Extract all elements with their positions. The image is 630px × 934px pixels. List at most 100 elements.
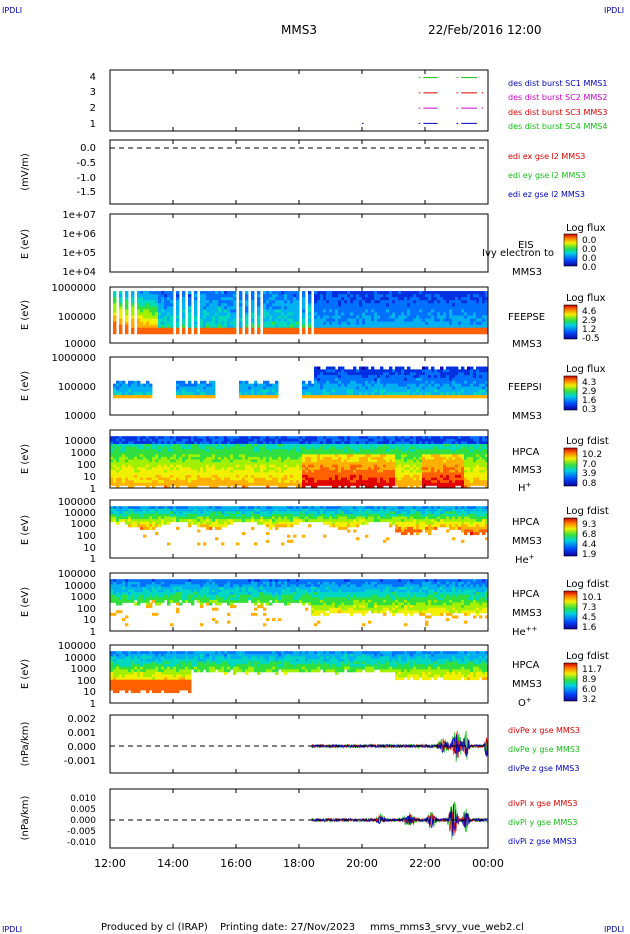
spectrogram-cell	[143, 324, 147, 329]
spectrogram-cell	[431, 469, 435, 473]
spectrogram-cell	[116, 516, 120, 520]
spectrogram-cell	[227, 482, 231, 486]
spectrogram-cell	[128, 438, 132, 442]
spectrogram-cell	[227, 480, 231, 484]
spectrogram-cell	[356, 464, 360, 468]
spectrogram-cell	[446, 480, 450, 484]
spectrogram-cell	[338, 321, 342, 326]
spectrogram-cell	[449, 438, 453, 442]
spectrogram-cell	[416, 485, 420, 489]
spectrogram-cell	[404, 380, 408, 385]
spectrogram-cell	[245, 389, 249, 393]
spectrogram-cell	[338, 462, 342, 466]
spectrogram-cell	[302, 309, 306, 313]
spectrogram-cell	[389, 330, 393, 335]
colorbar-tick: 0.0	[582, 254, 597, 264]
spectrogram-cell	[218, 306, 222, 310]
corner-label-bottom-right: IPDLI	[604, 925, 624, 934]
spectrogram-cell	[200, 467, 204, 471]
spectrogram-cell	[281, 480, 285, 484]
spectrogram-cell	[302, 389, 306, 393]
spectrogram-cell	[191, 454, 195, 458]
spectrogram-cell	[227, 469, 231, 473]
spectrogram-cell	[140, 330, 144, 335]
spectrogram-cell	[377, 300, 381, 304]
spectrogram-cell	[137, 300, 141, 304]
spectrogram-cell	[185, 469, 189, 473]
spectrogram-cell	[332, 330, 336, 335]
spectrogram-cell	[218, 469, 222, 473]
spectrogram-cell	[293, 309, 297, 313]
spectrogram-cell	[419, 438, 423, 442]
spectrogram-cell	[383, 294, 387, 298]
spectrogram-cell	[218, 449, 222, 453]
spectrogram-cell	[137, 315, 141, 319]
spectrogram-cell	[188, 451, 192, 455]
spectrogram-cell	[209, 436, 213, 440]
spectrogram-cell	[437, 377, 441, 382]
spectrogram-cell	[269, 449, 273, 453]
spectrogram-cell	[233, 454, 237, 458]
spectrogram-cell	[149, 449, 153, 453]
spectrogram-cell	[179, 456, 183, 460]
spectrogram-cell	[119, 472, 123, 476]
spectrogram-cell	[290, 318, 294, 323]
spectrogram-cell	[155, 327, 159, 332]
spectrogram-cell	[206, 456, 210, 460]
spectrogram-cell	[365, 372, 369, 376]
spectrogram-cell	[167, 443, 171, 447]
spectrogram-cell	[467, 438, 471, 442]
spectrogram-cell	[416, 475, 420, 479]
spectrogram-cell	[314, 297, 318, 301]
spectrogram-cell	[182, 321, 186, 326]
spectrogram-cell	[176, 464, 180, 468]
spectrogram-cell	[242, 392, 246, 396]
spectrogram-cell	[179, 392, 183, 396]
spectrogram-cell	[131, 315, 135, 319]
spectrogram-cell	[341, 441, 345, 445]
spectrogram-cell	[422, 324, 426, 329]
spectrogram-cell	[209, 472, 213, 476]
spectrogram-cell	[413, 380, 417, 385]
spectrogram-cell	[476, 472, 480, 476]
spectrogram-cell	[155, 454, 159, 458]
spectrogram-cell	[380, 372, 384, 376]
spectrogram-cell	[338, 456, 342, 460]
spectrogram-cell	[263, 380, 267, 385]
spectrogram-cell	[209, 449, 213, 453]
spectrogram-cell	[335, 315, 339, 319]
spectrogram-cell	[389, 459, 393, 463]
spectrogram-cell	[212, 451, 216, 455]
spectrogram-cell	[380, 300, 384, 304]
spectrogram-cell	[194, 383, 198, 387]
spectrogram-cell	[209, 324, 213, 329]
spectrogram-cell	[245, 291, 249, 295]
spectrogram-cell	[404, 327, 408, 332]
spectrogram-cell	[362, 327, 366, 332]
spectrogram-cell	[344, 377, 348, 382]
spectrogram-cell	[416, 306, 420, 310]
spectrogram-cell	[422, 380, 426, 385]
spectrogram-cell	[188, 383, 192, 387]
spectrogram-cell	[146, 467, 150, 471]
spectrogram-cell	[284, 454, 288, 458]
spectrogram-cell	[230, 456, 234, 460]
spectrogram-cell	[392, 330, 396, 335]
spectrogram-cell	[308, 383, 312, 387]
spectrogram-cell	[482, 477, 486, 481]
spectrogram-cell	[263, 469, 267, 473]
spectrogram-cell	[317, 318, 321, 323]
spectrogram-cell	[341, 443, 345, 447]
spectrogram-cell	[314, 306, 318, 310]
spectrogram-cell	[371, 389, 375, 393]
spectrogram-cell	[125, 451, 129, 455]
spectrogram-cell	[329, 375, 333, 379]
spectrogram-cell	[392, 380, 396, 385]
spectrogram-cell	[485, 318, 489, 323]
spectrogram-cell	[326, 366, 330, 370]
spectrogram-cell	[155, 297, 159, 301]
spectrogram-cell	[467, 315, 471, 319]
spectrogram-cell	[164, 441, 168, 445]
spectrogram-cell	[329, 477, 333, 481]
spectrogram-cell	[278, 294, 282, 298]
